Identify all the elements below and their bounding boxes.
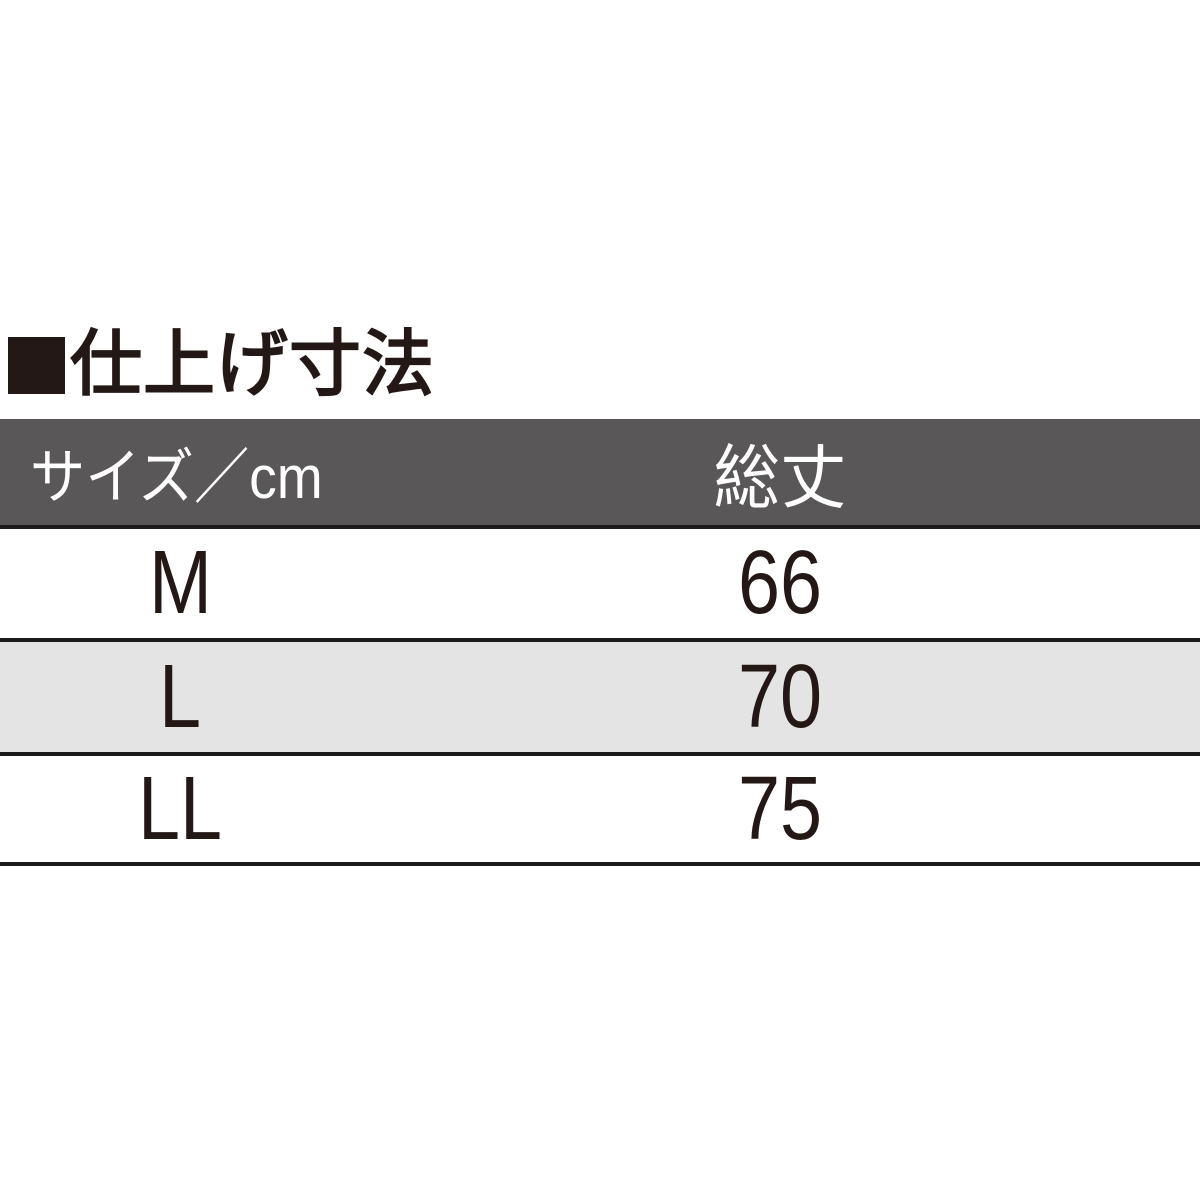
size-value: M (148, 533, 212, 633)
header-cell-size: サイズ／cm (0, 419, 360, 525)
table-row-ll: LL 75 (0, 756, 1200, 866)
length-cell: 66 (360, 529, 1200, 638)
length-cell: 75 (360, 756, 1200, 862)
size-cell: L (0, 642, 360, 752)
table-header-row: サイズ／cm 総丈 (0, 419, 1200, 529)
length-value: 70 (737, 646, 823, 747)
header-cell-total-length: 総丈 (360, 419, 1200, 525)
size-value: LL (137, 758, 223, 859)
size-table: サイズ／cm 総丈 M 66 L 70 LL (0, 419, 1200, 866)
length-value: 75 (737, 758, 823, 859)
header-total-length-label: 総丈 (713, 438, 847, 517)
section-title-text: 仕上げ寸法 (70, 325, 436, 405)
square-bullet-icon (8, 336, 65, 394)
section-title: 仕上げ寸法 (8, 328, 435, 402)
length-cell: 70 (360, 642, 1200, 752)
size-cell: LL (0, 756, 360, 862)
length-value: 66 (737, 533, 823, 633)
size-value: L (158, 646, 202, 747)
header-size-label: サイズ／cm (30, 443, 323, 511)
size-cell: M (0, 529, 360, 638)
table-row-m: M 66 (0, 529, 1200, 642)
table-row-l: L 70 (0, 642, 1200, 756)
